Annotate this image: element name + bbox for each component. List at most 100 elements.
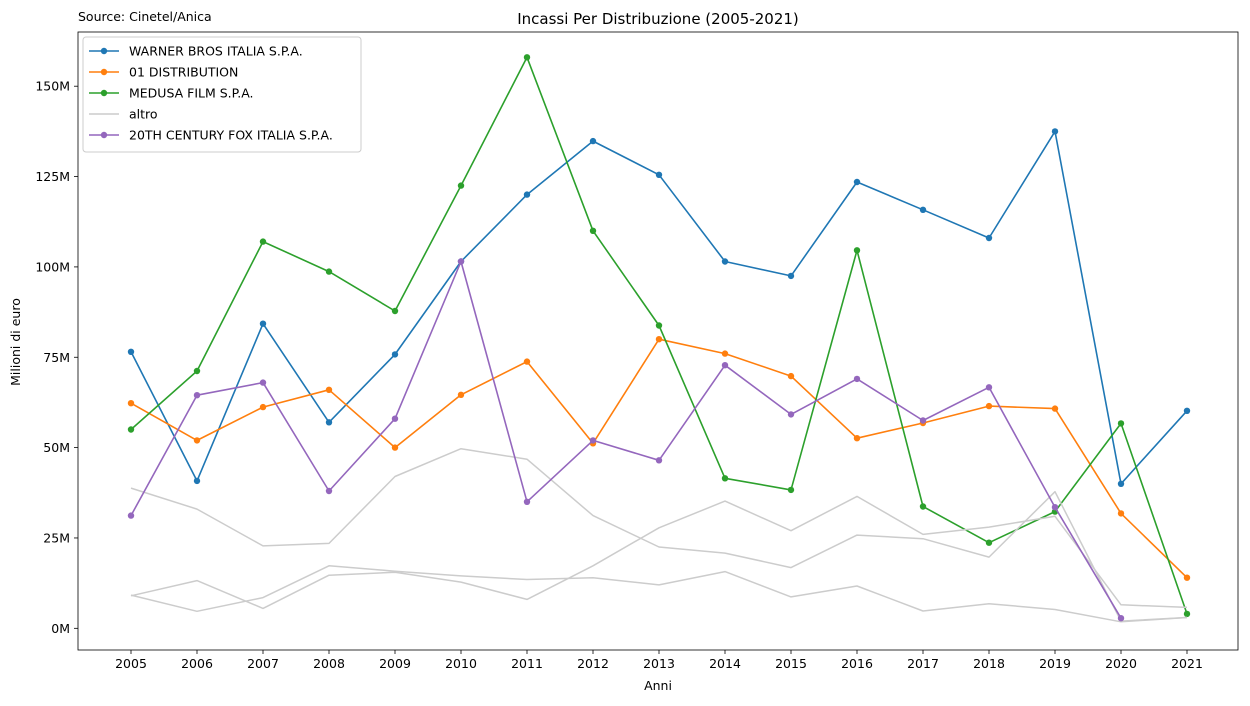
series-altro-extra-4	[130, 565, 1188, 623]
chart-title: Incassi Per Distribuzione (2005-2021)	[517, 10, 799, 28]
legend-label: 01 DISTRIBUTION	[129, 65, 238, 80]
data-point-warner-bros-italia-s-p-a-2013	[655, 171, 663, 178]
data-point-01-distribution-2007	[259, 403, 267, 411]
x-tick-label: 2020	[1105, 656, 1137, 671]
y-tick-label: 50M	[43, 440, 70, 455]
data-point-20th-century-fox-italia-s-p-a-2020	[1117, 615, 1125, 622]
data-point-warner-bros-italia-s-p-a-2007	[259, 320, 267, 327]
legend-item-altro: altro	[89, 107, 158, 122]
series-medusa-film-s-p-a	[127, 54, 1191, 618]
data-point-warner-bros-italia-s-p-a-2014	[721, 258, 729, 265]
data-point-medusa-film-s-p-a-2013	[655, 322, 663, 329]
data-point-warner-bros-italia-s-p-a-2009	[391, 351, 399, 358]
data-point-medusa-film-s-p-a-2011	[523, 54, 531, 61]
x-tick-label: 2012	[577, 656, 609, 671]
x-tick-label: 2015	[775, 656, 807, 671]
data-point-medusa-film-s-p-a-2005	[127, 426, 135, 433]
legend-label: 20TH CENTURY FOX ITALIA S.P.A.	[129, 128, 333, 143]
x-tick-label: 2018	[973, 656, 1005, 671]
data-point-medusa-film-s-p-a-2006	[193, 367, 201, 375]
data-point-medusa-film-s-p-a-2008	[325, 268, 333, 275]
data-point-warner-bros-italia-s-p-a-2011	[523, 191, 531, 198]
data-point-medusa-film-s-p-a-2007	[259, 238, 267, 245]
x-tick-label: 2006	[181, 656, 213, 671]
y-tick-label: 25M	[43, 530, 70, 545]
data-point-20th-century-fox-italia-s-p-a-2006	[193, 392, 201, 399]
series-layer	[127, 54, 1191, 623]
x-tick-label: 2009	[379, 656, 411, 671]
data-point-medusa-film-s-p-a-2009	[391, 307, 399, 315]
data-point-medusa-film-s-p-a-2014	[721, 475, 729, 482]
x-tick-label: 2011	[511, 656, 543, 671]
data-point-01-distribution-2008	[325, 386, 333, 393]
data-point-medusa-film-s-p-a-2018	[985, 539, 993, 546]
data-point-warner-bros-italia-s-p-a-2008	[325, 419, 333, 426]
x-tick-label: 2014	[709, 656, 741, 671]
x-tick-label: 2013	[643, 656, 675, 671]
y-tick-label: 100M	[35, 259, 70, 274]
data-point-medusa-film-s-p-a-2012	[589, 227, 597, 234]
data-point-01-distribution-2021	[1183, 574, 1191, 581]
y-tick-label: 75M	[43, 350, 70, 365]
series-20th-century-fox-italia-s-p-a	[127, 258, 1125, 622]
series-warner-bros-italia-s-p-a	[127, 128, 1191, 487]
series-altro-extra-5	[130, 495, 1188, 610]
x-tick-label: 2016	[841, 656, 873, 671]
data-point-20th-century-fox-italia-s-p-a-2010	[457, 258, 465, 265]
data-point-medusa-film-s-p-a-2016	[853, 247, 861, 254]
data-point-warner-bros-italia-s-p-a-2005	[127, 348, 135, 355]
data-point-01-distribution-2005	[127, 400, 135, 407]
legend-marker	[100, 68, 108, 76]
data-point-20th-century-fox-italia-s-p-a-2015	[787, 411, 795, 418]
data-point-warner-bros-italia-s-p-a-2019	[1051, 128, 1059, 135]
x-tick-label: 2005	[115, 656, 147, 671]
x-tick-label: 2019	[1039, 656, 1071, 671]
y-tick-label: 125M	[35, 169, 70, 184]
y-axis-label: Milioni di euro	[8, 298, 23, 386]
series-line-warner-bros-italia-s-p-a	[130, 130, 1188, 485]
data-point-medusa-film-s-p-a-2010	[457, 182, 465, 189]
series-line-altro-extra-4	[130, 565, 1188, 623]
source-note: Source: Cinetel/Anica	[78, 9, 212, 24]
legend-marker	[100, 131, 108, 139]
data-point-01-distribution-2015	[787, 372, 795, 380]
plot-frame	[77, 31, 1239, 651]
legend-item-warner-bros-italia-s-p-a: WARNER BROS ITALIA S.P.A.	[89, 44, 303, 59]
legend-label: altro	[129, 107, 158, 122]
legend-marker	[100, 89, 108, 97]
y-tick-label: 0M	[51, 621, 70, 636]
data-point-warner-bros-italia-s-p-a-2016	[853, 178, 861, 186]
data-point-20th-century-fox-italia-s-p-a-2011	[523, 498, 531, 505]
legend-label: MEDUSA FILM S.P.A.	[129, 86, 254, 101]
data-point-medusa-film-s-p-a-2017	[919, 503, 927, 510]
data-point-warner-bros-italia-s-p-a-2021	[1183, 407, 1191, 414]
data-point-20th-century-fox-italia-s-p-a-2017	[919, 417, 927, 424]
data-point-01-distribution-2019	[1051, 405, 1059, 412]
x-axis-label: Anni	[644, 678, 672, 693]
data-point-medusa-film-s-p-a-2020	[1117, 420, 1125, 427]
x-tick-label: 2021	[1171, 656, 1203, 671]
data-point-01-distribution-2013	[655, 336, 663, 343]
data-point-warner-bros-italia-s-p-a-2018	[985, 234, 993, 242]
data-point-01-distribution-2011	[523, 358, 531, 365]
data-point-01-distribution-2020	[1117, 510, 1125, 517]
data-point-01-distribution-2018	[985, 402, 993, 410]
axes-layer: 2005 2006 2007 2008 2009 2010 2011 2012 2013 2014…	[35, 31, 1239, 671]
data-point-01-distribution-2010	[457, 391, 465, 398]
series-line-altro	[130, 447, 1188, 622]
data-point-20th-century-fox-italia-s-p-a-2009	[391, 415, 399, 422]
data-point-warner-bros-italia-s-p-a-2017	[919, 206, 927, 213]
x-tick-label: 2017	[907, 656, 939, 671]
legend-item-01-distribution: 01 DISTRIBUTION	[89, 65, 238, 80]
data-point-20th-century-fox-italia-s-p-a-2007	[259, 379, 267, 386]
data-point-20th-century-fox-italia-s-p-a-2016	[853, 375, 861, 383]
data-point-20th-century-fox-italia-s-p-a-2005	[127, 512, 135, 519]
series-line-20th-century-fox-italia-s-p-a	[130, 260, 1122, 619]
data-point-medusa-film-s-p-a-2021	[1183, 610, 1191, 618]
data-point-medusa-film-s-p-a-2015	[787, 486, 795, 494]
data-point-01-distribution-2009	[391, 444, 399, 451]
data-point-01-distribution-2016	[853, 435, 861, 442]
legend-marker	[100, 47, 108, 55]
legend-item-medusa-film-s-p-a: MEDUSA FILM S.P.A.	[89, 86, 254, 101]
